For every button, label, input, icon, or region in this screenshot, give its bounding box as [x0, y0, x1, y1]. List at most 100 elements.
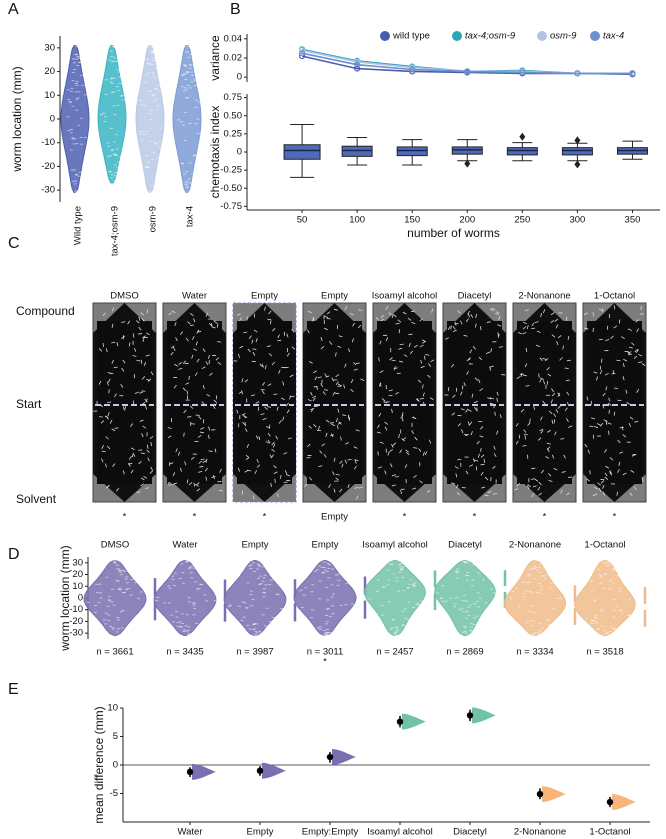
worm — [168, 462, 171, 467]
worm — [634, 420, 639, 423]
worm — [600, 422, 604, 427]
worm — [548, 479, 553, 482]
worm — [405, 449, 410, 453]
worm — [491, 308, 496, 312]
worm — [196, 488, 201, 492]
y-axis-label: worm location (mm) — [58, 545, 72, 651]
worm — [182, 360, 187, 364]
worm — [326, 317, 331, 320]
worm — [150, 371, 154, 376]
worm — [452, 394, 456, 398]
point — [298, 47, 306, 54]
worm — [551, 388, 554, 393]
worm — [564, 407, 568, 412]
plate-inner — [97, 321, 152, 484]
worm — [291, 328, 295, 333]
worm — [138, 316, 141, 321]
worm — [202, 384, 205, 390]
worm — [388, 312, 392, 316]
y-tick-label: 0 — [50, 114, 55, 125]
worm — [530, 478, 536, 480]
legend-marker — [537, 31, 547, 41]
worm — [567, 476, 572, 478]
worm — [635, 319, 639, 323]
x-tick-label: Empty — [247, 827, 274, 838]
worm — [616, 359, 621, 362]
worm — [413, 447, 418, 449]
swarm — [434, 560, 496, 636]
worm — [354, 486, 359, 489]
worm — [266, 345, 271, 347]
plate-mark: * — [473, 512, 477, 523]
worm — [377, 466, 382, 469]
worm — [256, 464, 261, 468]
y-tick-label: 0.25 — [224, 128, 243, 139]
worm — [328, 484, 331, 488]
worm — [255, 435, 259, 440]
worm — [100, 458, 104, 463]
worm — [201, 366, 206, 370]
worm — [268, 310, 272, 315]
worm — [200, 458, 205, 460]
plate-label: Diacetyl — [458, 291, 492, 302]
worm — [142, 335, 146, 339]
worm — [243, 414, 247, 419]
worm — [185, 337, 189, 342]
worm — [475, 313, 478, 319]
worm — [479, 388, 484, 392]
worm — [121, 367, 125, 372]
worm — [385, 306, 389, 310]
worm — [186, 479, 189, 484]
worm — [604, 476, 609, 480]
bootstrap-dist — [402, 713, 426, 730]
worm — [583, 312, 588, 316]
worm — [599, 370, 603, 375]
worm — [267, 439, 271, 444]
worm — [273, 465, 277, 469]
worm — [101, 445, 104, 450]
worm — [339, 488, 343, 493]
panel-label: D — [8, 546, 20, 563]
worm — [350, 379, 354, 384]
worm — [111, 359, 114, 364]
worm — [147, 457, 150, 462]
outlier — [574, 160, 581, 169]
worm — [472, 346, 476, 350]
worm — [523, 433, 528, 436]
plate-label: 2-Nonanone — [518, 291, 570, 302]
worm — [312, 316, 315, 321]
worm — [399, 343, 404, 346]
worm — [324, 315, 329, 319]
worm — [217, 341, 222, 343]
worm — [313, 424, 317, 428]
worm — [414, 436, 418, 441]
worm — [277, 339, 282, 342]
worm — [532, 485, 537, 488]
worm — [178, 362, 183, 365]
worm — [470, 431, 473, 436]
worm — [217, 362, 222, 365]
worm-specks — [303, 306, 365, 500]
worm — [550, 320, 555, 323]
worm — [634, 348, 638, 353]
worm — [188, 482, 193, 486]
x-tick-label: 50 — [297, 215, 308, 226]
worm — [206, 394, 211, 397]
worm — [244, 470, 249, 473]
worm — [618, 461, 621, 466]
worm — [460, 391, 463, 396]
worm — [252, 495, 255, 500]
worm — [243, 331, 248, 334]
y-tick-label: 10 — [44, 90, 55, 101]
worm — [641, 363, 646, 367]
n-label: n = 2457 — [376, 647, 413, 658]
swarm-texture — [66, 45, 87, 194]
swarm — [153, 560, 217, 636]
worm — [144, 398, 148, 403]
y-tick-label: 0 — [113, 760, 118, 771]
worm — [172, 347, 176, 351]
worm — [567, 335, 570, 340]
worm — [271, 361, 275, 366]
worm — [561, 471, 566, 473]
worm — [177, 451, 181, 456]
